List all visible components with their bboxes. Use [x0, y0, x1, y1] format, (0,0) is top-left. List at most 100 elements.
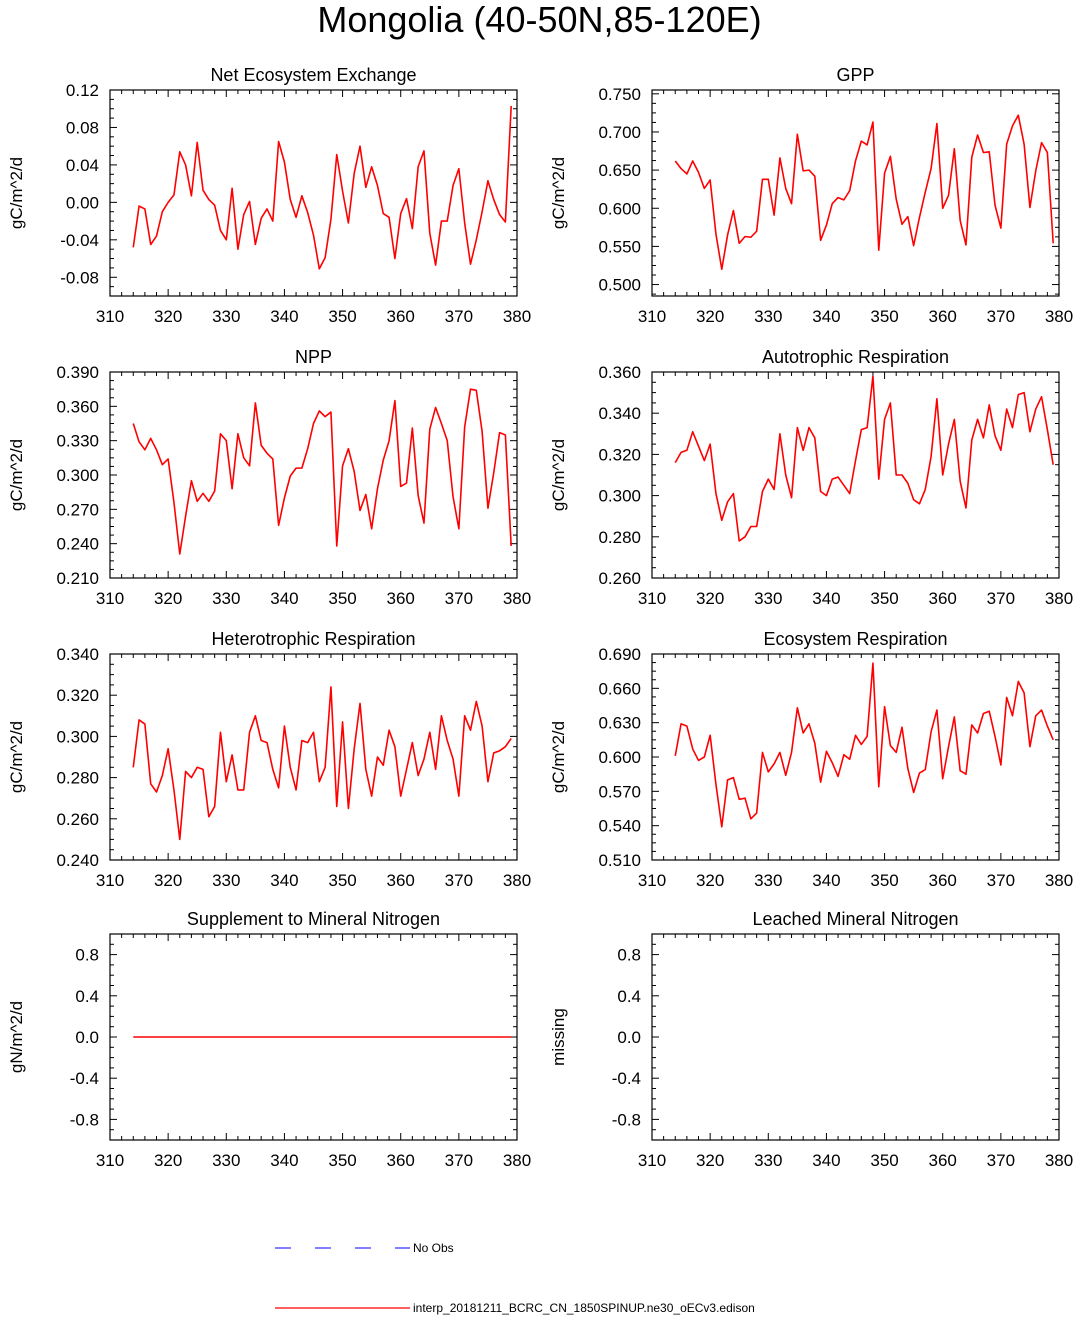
plot-frame	[109, 89, 518, 297]
x-tick-label: 320	[696, 307, 724, 326]
x-tick-label: 370	[445, 307, 473, 326]
x-tick-label: 360	[929, 871, 957, 890]
x-tick-label: 350	[870, 589, 898, 608]
y-tick-label: 0.600	[598, 748, 641, 767]
x-tick-label: 360	[929, 589, 957, 608]
y-tick-label: 0.550	[598, 237, 641, 256]
y-tick-label: 0.240	[56, 851, 99, 870]
x-tick-label: 320	[154, 871, 182, 890]
y-tick-label: 0.570	[598, 782, 641, 801]
panel-4: Autotrophic Respiration gC/m^2/d 310 320 330…	[549, 347, 1073, 608]
y-tick-label: -0.8	[612, 1110, 641, 1129]
x-tick-label: 330	[754, 871, 782, 890]
x-tick-label: 350	[328, 1151, 356, 1170]
x-tick-label: 380	[503, 589, 531, 608]
y-tick-label: 0.340	[598, 404, 641, 423]
x-tick-label: 380	[1045, 1151, 1073, 1170]
y-tick-label: -0.8	[70, 1110, 99, 1129]
x-tick-label: 340	[270, 871, 298, 890]
x-tick-label: 320	[154, 589, 182, 608]
x-tick-label: 310	[96, 307, 124, 326]
x-tick-label: 360	[929, 1151, 957, 1170]
x-tick-label: 360	[387, 871, 415, 890]
y-tick-label: 0.360	[56, 397, 99, 416]
x-tick-label: 380	[503, 1151, 531, 1170]
panel-title: GPP	[836, 65, 874, 85]
x-tick-label: 370	[445, 871, 473, 890]
x-tick-label: 310	[638, 871, 666, 890]
plot-frame	[651, 933, 1060, 1141]
y-axis-label: gC/m^2/d	[549, 157, 568, 229]
plot-frame	[651, 371, 1060, 579]
x-tick-label: 360	[387, 307, 415, 326]
x-tick-label: 370	[987, 589, 1015, 608]
y-tick-label: 0.260	[56, 810, 99, 829]
y-tick-label: 0.00	[66, 193, 99, 212]
panel-5: Heterotrophic Respiration gC/m^2/d 310 320 3…	[7, 629, 531, 890]
x-tick-label: 340	[270, 1151, 298, 1170]
x-tick-label: 380	[503, 871, 531, 890]
y-tick-label: 0.700	[598, 123, 641, 142]
y-tick-label: 0.630	[598, 714, 641, 733]
x-tick-label: 330	[754, 1151, 782, 1170]
x-tick-label: 370	[445, 589, 473, 608]
y-tick-label: 0.330	[56, 432, 99, 451]
y-tick-label: 0.12	[66, 81, 99, 100]
x-tick-label: 320	[696, 589, 724, 608]
y-tick-label: -0.4	[70, 1069, 99, 1088]
x-tick-label: 330	[212, 589, 240, 608]
x-tick-label: 370	[987, 871, 1015, 890]
panel-title: Net Ecosystem Exchange	[210, 65, 416, 85]
y-tick-label: -0.08	[60, 268, 99, 287]
x-tick-label: 320	[696, 1151, 724, 1170]
x-tick-label: 350	[870, 1151, 898, 1170]
y-tick-label: 0.600	[598, 199, 641, 218]
y-tick-label: 0.280	[598, 528, 641, 547]
y-tick-label: 0.750	[598, 85, 641, 104]
legend-obs-label: No Obs	[413, 1241, 454, 1255]
panel-8: Leached Mineral Nitrogen missing 310 320 330…	[549, 909, 1073, 1170]
series-line	[132, 388, 512, 555]
y-tick-label: 0.4	[75, 987, 99, 1006]
x-tick-label: 340	[812, 1151, 840, 1170]
y-tick-label: 0.260	[598, 569, 641, 588]
x-tick-label: 340	[812, 871, 840, 890]
x-tick-label: 350	[870, 871, 898, 890]
x-tick-label: 360	[387, 1151, 415, 1170]
y-tick-label: 0.0	[617, 1028, 641, 1047]
x-tick-label: 310	[96, 589, 124, 608]
y-tick-label: 0.650	[598, 161, 641, 180]
x-tick-label: 340	[270, 589, 298, 608]
x-tick-label: 350	[328, 871, 356, 890]
x-tick-label: 370	[987, 1151, 1015, 1170]
y-tick-label: 0.360	[598, 363, 641, 382]
panel-title: Leached Mineral Nitrogen	[752, 909, 958, 929]
plot-frame	[109, 933, 518, 1141]
x-tick-label: 350	[870, 307, 898, 326]
y-axis-label: gC/m^2/d	[7, 157, 26, 229]
y-tick-label: 0.660	[598, 679, 641, 698]
panel-1: Net Ecosystem Exchange gC/m^2/d 310 320 330 3…	[7, 65, 531, 326]
x-tick-label: 310	[638, 589, 666, 608]
series-line	[132, 105, 512, 270]
x-tick-label: 330	[212, 307, 240, 326]
y-axis-label: missing	[549, 1008, 568, 1066]
y-tick-label: 0.300	[598, 487, 641, 506]
series-line	[132, 686, 512, 841]
plot-frame	[651, 89, 1060, 297]
y-tick-label: 0.04	[66, 156, 99, 175]
y-tick-label: 0.0	[75, 1028, 99, 1047]
series-line	[674, 375, 1054, 542]
y-tick-label: 0.4	[617, 987, 641, 1006]
y-tick-label: 0.8	[75, 946, 99, 965]
y-tick-label: 0.270	[56, 500, 99, 519]
panel-title: Supplement to Mineral Nitrogen	[187, 909, 440, 929]
plot-frame	[651, 653, 1060, 861]
y-tick-label: 0.300	[56, 727, 99, 746]
y-tick-label: -0.04	[60, 231, 99, 250]
panel-6: Ecosystem Respiration gC/m^2/d 310 320 330 34…	[549, 629, 1073, 890]
x-tick-label: 380	[1045, 871, 1073, 890]
y-axis-label: gC/m^2/d	[7, 721, 26, 793]
y-tick-label: 0.340	[56, 645, 99, 664]
